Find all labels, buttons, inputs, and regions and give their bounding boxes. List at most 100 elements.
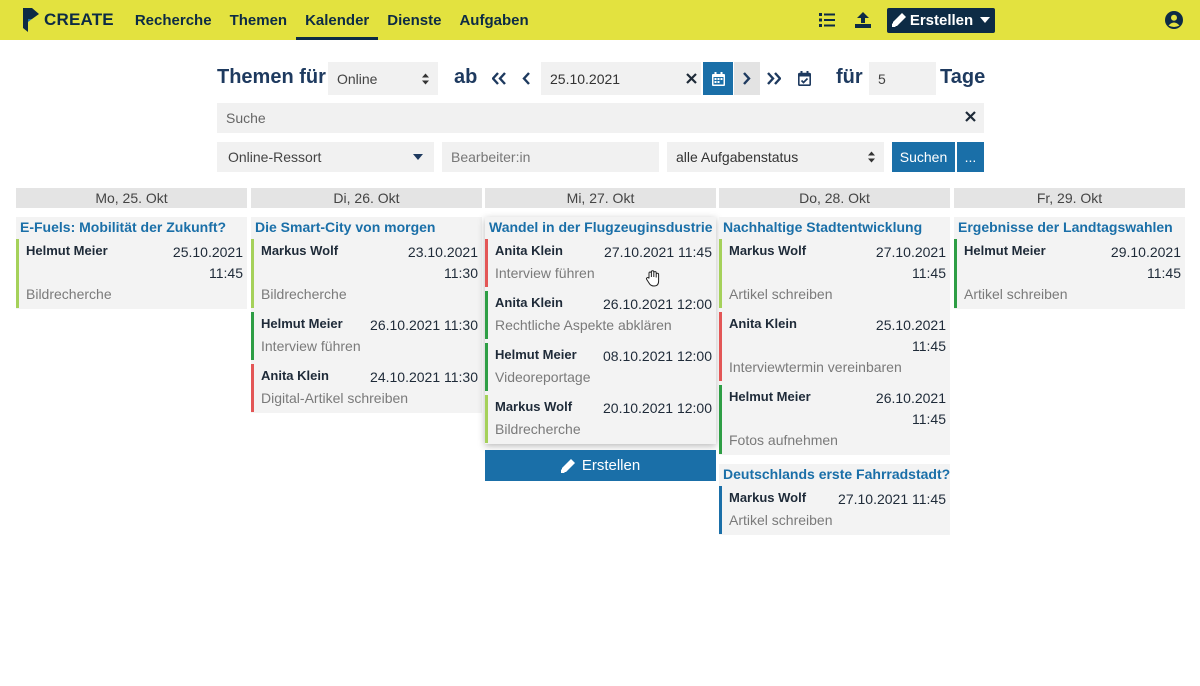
task-header: Helmut Meier 26.10.2021 11:45 (729, 388, 946, 430)
next-icon (743, 72, 751, 85)
topic-title[interactable]: Die Smart-City von morgen (255, 219, 436, 235)
task-description: Bildrecherche (495, 421, 581, 437)
start-date-input[interactable]: 25.10.2021 (541, 62, 701, 95)
nav-item-themen[interactable]: Themen (229, 11, 288, 29)
previous-icon[interactable] (522, 72, 530, 85)
task-item[interactable]: Helmut Meier 08.10.2021 12:00 Videoreporta… (485, 343, 716, 391)
topic-card: Deutschlands erste Fahrradstadt? Markus W… (719, 464, 950, 535)
topic-title[interactable]: Ergebnisse der Landtagswahlen (958, 219, 1173, 235)
calendar-check-icon[interactable] (798, 71, 811, 86)
first-page-icon[interactable] (492, 72, 506, 85)
fuer-label: für (836, 66, 863, 88)
select-arrows-icon (868, 151, 875, 163)
task-item[interactable]: Markus Wolf 20.10.2021 12:00 Bildrecherche (485, 395, 716, 443)
task-due-date: 25.10.2021 11:45 (875, 317, 946, 354)
more-options-button[interactable]: ... (957, 142, 984, 172)
task-header: Helmut Meier 29.10.2021 11:45 (964, 242, 1181, 284)
last-page-icon[interactable] (767, 72, 781, 85)
list-icon (819, 13, 835, 27)
task-assignee: Markus Wolf (495, 399, 573, 414)
create-logo-icon (23, 8, 39, 32)
topic-card: Die Smart-City von morgen Markus Wolf 23.1… (251, 217, 482, 413)
hand-cursor-icon (646, 270, 660, 287)
task-assignee: Anita Klein (495, 243, 563, 258)
search-input[interactable] (217, 103, 984, 133)
task-due-date: 27.10.2021 11:45 (875, 244, 946, 281)
task-assignee: Helmut Meier (964, 243, 1046, 258)
create-task-button[interactable]: Erstellen (485, 450, 716, 481)
day-header[interactable]: Do, 28. Okt (719, 188, 950, 208)
start-date-value: 25.10.2021 (550, 70, 621, 87)
task-assignee: Helmut Meier (729, 389, 811, 404)
task-description: Rechtliche Aspekte abklären (495, 317, 672, 333)
task-description: Artikel schreiben (964, 286, 1068, 302)
task-header: Markus Wolf 23.10.2021 11:30 (261, 242, 478, 284)
task-assignee: Anita Klein (495, 295, 563, 310)
task-assignee: Helmut Meier (261, 316, 343, 331)
day-header[interactable]: Di, 26. Okt (251, 188, 482, 208)
nav-item-recherche[interactable]: Recherche (134, 11, 212, 29)
task-item[interactable]: Anita Klein 27.10.2021 11:45 Interview füh… (485, 239, 716, 287)
search-bar (217, 103, 984, 133)
status-select[interactable]: alle Aufgabenstatus (667, 142, 884, 172)
channel-select[interactable]: Online (328, 62, 438, 95)
task-item[interactable]: Markus Wolf 27.10.2021 11:45 Artikel schre… (719, 486, 950, 534)
task-header: Markus Wolf 27.10.2021 11:45 (729, 489, 946, 510)
clear-date-icon[interactable] (686, 73, 697, 84)
clear-search-icon[interactable] (965, 111, 976, 122)
task-header: Markus Wolf 20.10.2021 12:00 (495, 398, 712, 419)
tage-label: Tage (940, 66, 986, 88)
task-assignee: Helmut Meier (495, 347, 577, 362)
task-item[interactable]: Helmut Meier 26.10.2021 11:30 Interview fü… (251, 312, 482, 360)
header-create-label: Erstellen (909, 11, 974, 29)
task-due-date: 27.10.2021 11:45 (604, 244, 712, 260)
user-icon (1165, 11, 1183, 29)
ab-label: ab (454, 66, 478, 88)
nav-item-kalender[interactable]: Kalender (296, 0, 379, 40)
task-item[interactable]: Helmut Meier 26.10.2021 11:45 Fotos aufneh… (719, 385, 950, 454)
task-item[interactable]: Markus Wolf 27.10.2021 11:45 Artikel schre… (719, 239, 950, 308)
task-item[interactable]: Anita Klein 24.10.2021 11:30 Digital-Artik… (251, 364, 482, 412)
editor-placeholder: Bearbeiter:in (451, 149, 531, 165)
task-item[interactable]: Anita Klein 25.10.2021 11:45 Interviewterm… (719, 312, 950, 381)
calendar-picker-button[interactable] (703, 62, 733, 95)
task-description: Bildrecherche (261, 286, 347, 302)
topic-card: Ergebnisse der Landtagswahlen Helmut Meie… (954, 217, 1185, 309)
day-column: Do, 28. Okt Nachhaltige Stadtentwicklung M… (719, 188, 950, 535)
brand[interactable]: CREATE (23, 0, 114, 40)
task-item[interactable]: Helmut Meier 25.10.2021 11:45 Bildrecherch… (16, 239, 247, 308)
topic-title[interactable]: Nachhaltige Stadtentwicklung (723, 219, 923, 235)
task-item[interactable]: Anita Klein 26.10.2021 12:00 Rechtliche As… (485, 291, 716, 339)
day-header[interactable]: Fr, 29. Okt (954, 188, 1185, 208)
topic-title[interactable]: E-Fuels: Mobilität der Zukunft? (20, 219, 227, 235)
task-item[interactable]: Markus Wolf 23.10.2021 11:30 Bildrecherche (251, 239, 482, 308)
ressort-select[interactable]: Online-Ressort (217, 142, 434, 172)
topic-title[interactable]: Deutschlands erste Fahrradstadt? (723, 466, 950, 482)
list-view-button[interactable] (809, 0, 845, 40)
task-description: Interviewtermin vereinbaren (729, 359, 902, 375)
task-due-date: 29.10.2021 11:45 (1110, 244, 1181, 281)
task-assignee: Helmut Meier (26, 243, 108, 258)
day-column: Fr, 29. Okt Ergebnisse der Landtagswahlen… (954, 188, 1185, 309)
editor-input[interactable]: Bearbeiter:in (442, 142, 659, 172)
upload-button[interactable] (845, 0, 881, 40)
nav-item-aufgaben[interactable]: Aufgaben (459, 11, 529, 29)
day-header[interactable]: Mo, 25. Okt (16, 188, 247, 208)
task-due-date: 26.10.2021 11:45 (875, 390, 946, 427)
days-input[interactable]: 5 (869, 62, 936, 95)
nav-item-dienste[interactable]: Dienste (387, 11, 442, 29)
user-menu-button[interactable] (1156, 0, 1192, 40)
calendar-grid: Mo, 25. Okt E-Fuels: Mobilität der Zukunf… (16, 188, 1185, 535)
task-header: Helmut Meier 25.10.2021 11:45 (26, 242, 243, 284)
task-item[interactable]: Helmut Meier 29.10.2021 11:45 Artikel schr… (954, 239, 1185, 308)
header-create-button[interactable]: Erstellen (887, 7, 995, 33)
calendar-icon (711, 71, 725, 86)
task-description: Artikel schreiben (729, 512, 833, 528)
search-button[interactable]: Suchen (892, 142, 955, 172)
next-button[interactable] (734, 62, 760, 95)
day-header[interactable]: Mi, 27. Okt (485, 188, 716, 208)
task-description: Fotos aufnehmen (729, 432, 838, 448)
topic-card: Wandel in der Flugzeuginsdustrie Anita Kl… (485, 217, 716, 444)
filter-row: Online-Ressort Bearbeiter:in alle Aufgab… (217, 142, 984, 172)
topic-title[interactable]: Wandel in der Flugzeuginsdustrie (489, 219, 713, 235)
